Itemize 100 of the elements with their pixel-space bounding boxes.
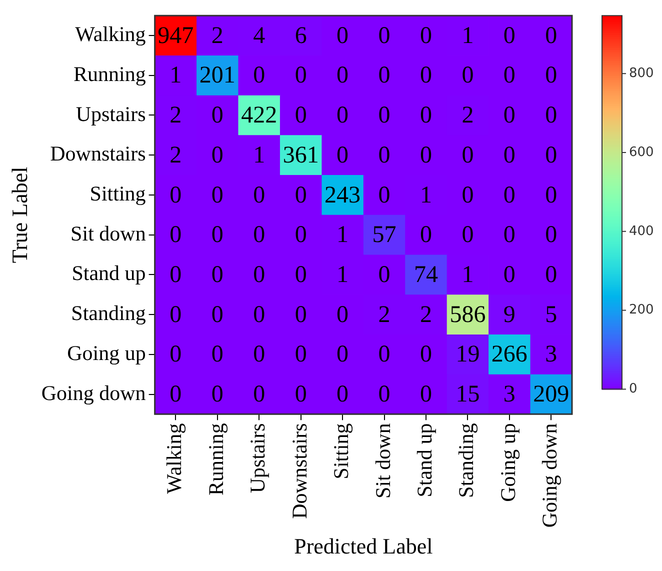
data-label: 0 <box>378 382 390 408</box>
y-tick-label: Standing <box>71 301 146 326</box>
data-label: 0 <box>378 262 390 288</box>
data-label: 4 <box>253 22 266 49</box>
data-label: 586 <box>450 302 486 328</box>
y-tick-label: Upstairs <box>76 102 146 126</box>
data-label: 0 <box>336 142 349 168</box>
data-label: 947 <box>158 22 194 49</box>
color-bar-label: 600 <box>629 144 654 160</box>
data-label: 0 <box>211 302 224 328</box>
data-label: 0 <box>294 222 307 248</box>
data-label: 0 <box>420 342 432 368</box>
data-label: 0 <box>170 342 182 368</box>
y-tick-label: Stand up <box>72 261 146 286</box>
data-label: 57 <box>372 222 396 248</box>
data-label: 0 <box>294 182 307 208</box>
data-label: 1 <box>420 182 432 208</box>
data-label: 0 <box>503 62 516 89</box>
data-label: 0 <box>378 62 390 89</box>
color-bar-label: 0 <box>629 382 638 397</box>
data-label: 0 <box>211 222 224 248</box>
data-label: 0 <box>545 262 558 288</box>
data-label: 0 <box>462 222 474 248</box>
data-label: 0 <box>211 142 224 168</box>
color-bar-label: 800 <box>629 66 654 81</box>
data-label: 0 <box>462 62 474 89</box>
data-label: 0 <box>462 142 474 168</box>
data-label: 0 <box>253 342 266 368</box>
data-label: 0 <box>336 342 349 368</box>
data-label: 0 <box>336 102 349 129</box>
data-label: 1 <box>336 222 349 248</box>
data-label: 209 <box>533 382 570 408</box>
x-tick-label: Going down <box>538 422 562 528</box>
data-label: 0 <box>503 22 516 49</box>
data-label: 0 <box>378 22 390 49</box>
data-label: 0 <box>294 382 307 408</box>
data-label: 0 <box>420 382 432 408</box>
data-label: 2 <box>170 142 182 168</box>
x-tick-label: Sit down <box>370 422 395 498</box>
data-label: 0 <box>378 182 390 208</box>
data-label: 74 <box>414 262 438 288</box>
data-label: 0 <box>545 142 558 168</box>
data-label: 3 <box>545 342 558 368</box>
data-label: 0 <box>294 102 307 129</box>
y-tick-label: Running <box>73 62 146 86</box>
data-label: 0 <box>170 382 182 408</box>
data-label: 0 <box>211 262 224 288</box>
y-tick-label: Sit down <box>70 221 146 246</box>
x-tick-label: Downstairs <box>287 423 312 519</box>
x-axis-title: Predicted Label <box>294 534 433 559</box>
data-label: 0 <box>420 142 432 168</box>
data-label: 0 <box>378 342 390 368</box>
data-label: 6 <box>294 22 307 49</box>
data-label: 0 <box>420 62 432 89</box>
data-label: 243 <box>324 182 361 208</box>
y-tick-label: Going down <box>41 380 146 405</box>
color-bar-label: 400 <box>629 224 654 239</box>
data-label: 0 <box>211 102 224 129</box>
data-label: 0 <box>253 222 266 248</box>
data-label: 2 <box>420 302 432 328</box>
data-label: 15 <box>456 382 480 408</box>
data-label: 0 <box>170 302 182 328</box>
data-label: 201 <box>199 62 236 89</box>
data-label: 2 <box>211 22 224 49</box>
data-label: 0 <box>420 22 432 49</box>
data-label: 0 <box>336 302 349 328</box>
data-label: 0 <box>420 102 432 129</box>
data-label: 0 <box>545 62 558 89</box>
y-tick-label: Walking <box>75 22 146 46</box>
data-label: 0 <box>211 382 224 408</box>
data-label: 2 <box>462 102 474 129</box>
x-tick-label: Standing <box>454 422 478 498</box>
data-label: 0 <box>253 62 266 89</box>
data-label: 0 <box>420 222 432 248</box>
data-label: 0 <box>545 102 558 129</box>
data-label: 361 <box>282 142 319 168</box>
data-label: 9 <box>503 302 516 328</box>
data-label: 1 <box>253 142 266 168</box>
data-label: 0 <box>294 302 307 328</box>
data-label: 0 <box>545 182 558 208</box>
data-label: 0 <box>503 142 516 168</box>
data-label: 0 <box>545 222 558 248</box>
data-label: 19 <box>456 342 480 368</box>
data-label: 0 <box>336 62 349 89</box>
x-tick-label: Running <box>204 422 228 496</box>
y-axis-title: True Label <box>6 166 32 264</box>
data-label: 0 <box>211 182 224 208</box>
data-label: 0 <box>503 222 516 248</box>
data-label: 1 <box>462 22 474 49</box>
data-label: 422 <box>241 102 278 129</box>
data-label: 0 <box>503 102 516 129</box>
data-label: 0 <box>503 182 516 208</box>
data-label: 2 <box>378 302 390 328</box>
color-bar-label: 200 <box>629 302 654 318</box>
data-label: 266 <box>491 342 528 368</box>
x-tick-label: Upstairs <box>246 423 270 494</box>
x-tick-label: Stand up <box>412 423 436 498</box>
data-label: 0 <box>462 182 474 208</box>
data-label: 0 <box>336 382 349 408</box>
data-label: 0 <box>211 342 224 368</box>
